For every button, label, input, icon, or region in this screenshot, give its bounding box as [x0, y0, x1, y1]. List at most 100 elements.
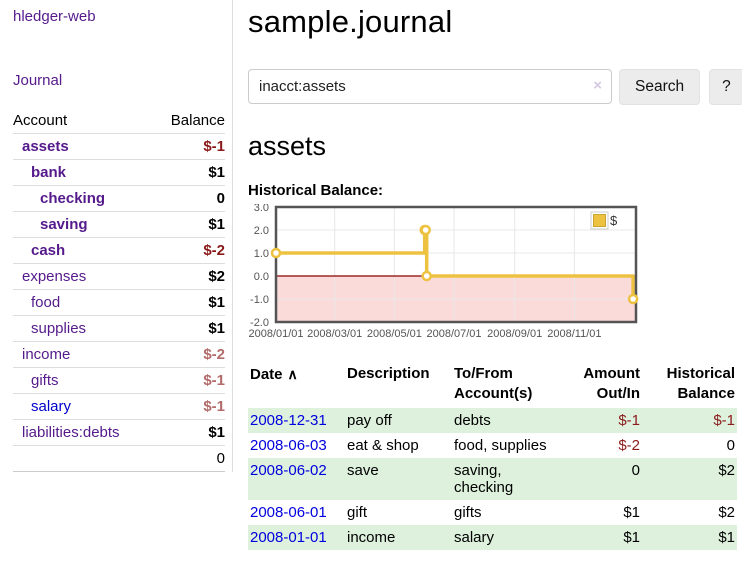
- transaction-description: eat & shop: [347, 437, 419, 454]
- transaction-balance: 0: [726, 437, 735, 454]
- transaction-accounts: food, supplies: [454, 437, 547, 454]
- account-row-salary: salary $-1: [13, 393, 225, 420]
- accounts-table: Account Balance assets $-1 bank $1 checkin…: [13, 109, 225, 472]
- transaction-row: 2008-01-01 income salary $1 $1: [248, 525, 737, 550]
- account-balance: $-1: [153, 133, 225, 160]
- header-balance: Historical Balance: [666, 365, 735, 402]
- account-balance: $2: [153, 263, 225, 290]
- svg-text:-1.0: -1.0: [250, 294, 269, 306]
- account-link-supplies[interactable]: supplies: [31, 320, 87, 337]
- account-row-saving: saving $1: [13, 211, 225, 238]
- transaction-accounts: salary: [452, 525, 580, 550]
- transaction-amount: $-1: [580, 408, 642, 433]
- transaction-accounts: debts: [452, 408, 580, 433]
- search-input[interactable]: [248, 69, 612, 104]
- account-link-gifts[interactable]: gifts: [31, 372, 59, 389]
- chart-title: Historical Balance:: [248, 182, 384, 199]
- account-row-checking: checking 0: [13, 185, 225, 212]
- transaction-description: income: [345, 525, 452, 550]
- transaction-balance: $-1: [642, 408, 737, 433]
- transaction-date-link[interactable]: 2008-06-01: [250, 504, 327, 521]
- sort-ascending-icon: ∧: [287, 366, 298, 382]
- account-row-liabilities-debts: liabilities:debts $1: [13, 419, 225, 446]
- transaction-balance: $1: [642, 525, 737, 550]
- transaction-row: 2008-06-02 save saving, checking 0 $2: [248, 458, 737, 500]
- main-content: sample.journal × Search ? assets Histori…: [248, 0, 742, 550]
- transaction-accounts: gifts: [454, 504, 482, 521]
- transaction-accounts: saving, checking: [452, 458, 580, 500]
- transaction-description: pay off: [345, 408, 452, 433]
- account-row-supplies: supplies $1: [13, 315, 225, 342]
- account-link-assets[interactable]: assets: [22, 138, 69, 155]
- account-link-liabilities-debts[interactable]: liabilities:debts: [22, 424, 120, 441]
- account-row-assets: assets $-1: [13, 133, 225, 160]
- account-row-food: food $1: [13, 289, 225, 316]
- transaction-row: 2008-06-03 eat & shop food, supplies $-2…: [248, 433, 737, 458]
- register-table: Date ∧ Description To/From Account(s) Amo…: [248, 362, 737, 550]
- account-link-bank[interactable]: bank: [31, 164, 67, 181]
- transaction-balance: $2: [642, 458, 737, 500]
- search-button[interactable]: Search: [619, 69, 701, 105]
- register-header-row: Date ∧ Description To/From Account(s) Amo…: [248, 362, 737, 408]
- sidebar: hledger-web Journal Account Balance asse…: [0, 0, 233, 472]
- account-balance: $1: [153, 289, 225, 316]
- account-balance: 0: [153, 185, 225, 212]
- account-balance: $1: [153, 315, 225, 342]
- account-balance: $1: [153, 419, 225, 446]
- accounts-total-value: 0: [153, 445, 225, 472]
- account-link-saving[interactable]: saving: [40, 216, 88, 233]
- app-title[interactable]: hledger-web: [13, 8, 96, 25]
- svg-text:-2.0: -2.0: [250, 317, 269, 329]
- account-balance: $-1: [153, 393, 225, 420]
- header-amount: Amount Out/In: [583, 365, 640, 402]
- header-accounts: To/From Account(s): [454, 365, 533, 402]
- svg-text:2008/01/01: 2008/01/01: [248, 328, 303, 340]
- clear-search-icon[interactable]: ×: [593, 77, 602, 94]
- help-button[interactable]: ?: [709, 69, 742, 105]
- account-link-expenses[interactable]: expenses: [22, 268, 87, 285]
- account-row-expenses: expenses $2: [13, 263, 225, 290]
- account-row-income: income $-2: [13, 341, 225, 368]
- transaction-description: gift: [347, 504, 368, 521]
- svg-text:3.0: 3.0: [254, 204, 269, 214]
- svg-text:2008/09/01: 2008/09/01: [487, 328, 542, 340]
- account-link-income[interactable]: income: [22, 346, 71, 363]
- account-row-bank: bank $1: [13, 159, 225, 186]
- svg-text:2008/05/01: 2008/05/01: [367, 328, 422, 340]
- transaction-date-link[interactable]: 2008-06-03: [250, 437, 327, 454]
- svg-text:1.0: 1.0: [254, 248, 269, 260]
- accounts-total-row: 0: [13, 445, 225, 472]
- header-date: Date ∧: [250, 366, 298, 383]
- account-link-checking[interactable]: checking: [40, 190, 106, 207]
- svg-text:2.0: 2.0: [254, 225, 269, 237]
- account-link-cash[interactable]: cash: [31, 242, 66, 259]
- svg-text:$: $: [610, 213, 618, 228]
- transaction-date-link[interactable]: 2008-01-01: [250, 529, 327, 546]
- transaction-row: 2008-06-01 gift gifts $1 $2: [248, 500, 737, 525]
- account-balance: $-2: [153, 237, 225, 264]
- transaction-date-link[interactable]: 2008-06-02: [250, 462, 327, 479]
- transaction-balance: $2: [718, 504, 735, 521]
- search-bar: × Search ?: [248, 69, 742, 105]
- svg-text:2008/11/01: 2008/11/01: [547, 328, 601, 340]
- account-link-salary[interactable]: salary: [31, 398, 72, 415]
- account-balance: $1: [153, 211, 225, 238]
- header-description: Description: [347, 365, 430, 382]
- page-title: sample.journal: [248, 4, 453, 39]
- svg-text:2008/03/01: 2008/03/01: [307, 328, 362, 340]
- account-row-gifts: gifts $-1: [13, 367, 225, 394]
- svg-text:2008/07/01: 2008/07/01: [426, 328, 481, 340]
- transaction-amount: $1: [580, 525, 642, 550]
- accounts-header-account: Account: [13, 109, 154, 134]
- transaction-date-link[interactable]: 2008-12-31: [250, 412, 327, 429]
- journal-link[interactable]: Journal: [13, 72, 63, 89]
- transaction-amount: $-2: [618, 437, 640, 454]
- svg-text:0.0: 0.0: [254, 271, 269, 283]
- transaction-row: 2008-12-31 pay off debts $-1 $-1: [248, 408, 737, 433]
- account-heading: assets: [248, 131, 327, 161]
- account-link-food[interactable]: food: [31, 294, 61, 311]
- account-balance: $-2: [153, 341, 225, 368]
- account-balance: $1: [153, 159, 225, 186]
- accounts-header-balance: Balance: [153, 109, 225, 134]
